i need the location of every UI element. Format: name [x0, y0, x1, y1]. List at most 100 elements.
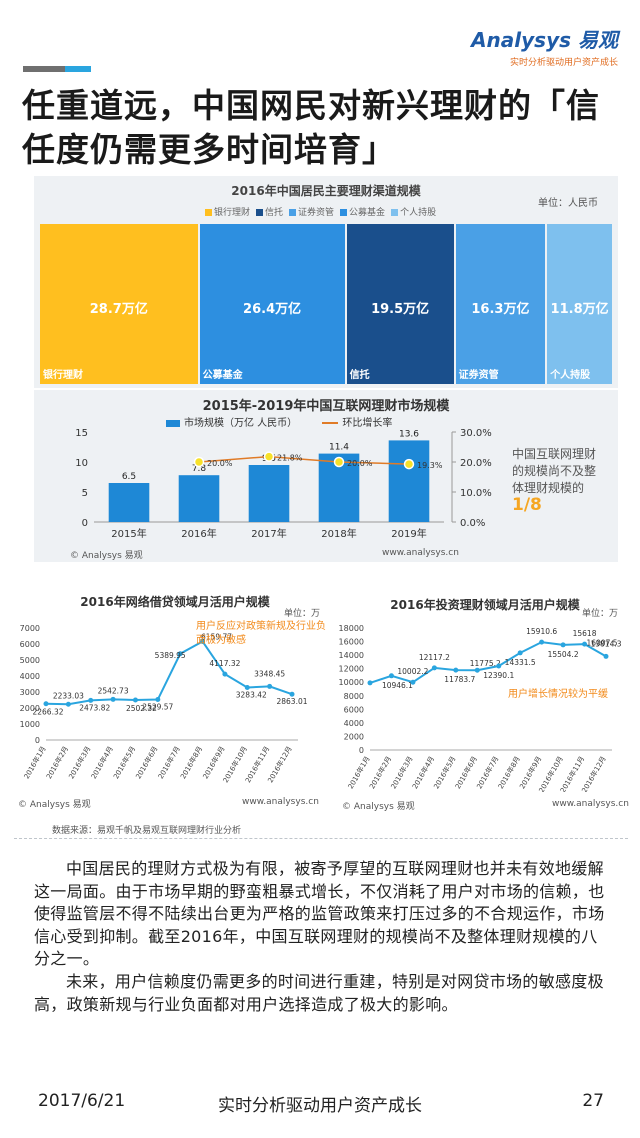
series-point: [289, 691, 295, 697]
chart2-legend: 市场规模（万亿 人民币） 环比增长率: [166, 414, 392, 429]
growth-point: [193, 456, 205, 468]
point-label: 5389.95: [155, 651, 186, 660]
y-left-tick: 10: [75, 458, 88, 469]
treemap-block: 26.4万亿公募基金: [199, 224, 345, 384]
point-label: 2473.82: [79, 703, 110, 712]
chart4-website: www.analysys.cn: [552, 799, 629, 809]
accent-rule-dark: [23, 66, 65, 72]
legend-label: 证券资管: [298, 208, 335, 218]
bar-value-label: 13.6: [399, 429, 419, 439]
legend-swatch: [340, 209, 348, 216]
legend-item: 信托: [256, 205, 283, 218]
point-label: 10946.1: [382, 681, 413, 690]
chart1-title: 2016年中国居民主要理财渠道规模: [231, 184, 421, 198]
treemap-value: 19.5万亿: [371, 302, 430, 317]
y-tick: 4000: [344, 719, 364, 728]
chart1-legend: 银行理财 信托 证券资管 公募基金 个人持股: [205, 205, 442, 218]
point-label: 3283.42: [236, 690, 267, 699]
growth-point: [333, 456, 345, 468]
y-tick: 8000: [344, 692, 364, 701]
series-point: [200, 638, 206, 644]
point-label: 15618: [573, 629, 597, 638]
series-point: [132, 697, 138, 703]
chart3-svg: 010002000300040005000600070002016年1月2016…: [20, 624, 308, 784]
x-tick: 2016年3月: [67, 745, 93, 781]
brand-logo: Analysys 易观 实时分析驱动用户资产成长: [471, 24, 618, 68]
series-point: [517, 650, 523, 656]
chart2-svg: 0 5 10 15 0.0% 10.0% 20.0% 30.0% 6.5 2015年 7.8 2016…: [75, 428, 492, 540]
treemap-label: 银行理财: [43, 370, 83, 381]
treemap-value: 16.3万亿: [471, 302, 530, 317]
bar: [108, 483, 150, 522]
footer-date: 2017/6/21: [38, 1091, 126, 1111]
bar-value-label: 6.5: [122, 472, 136, 482]
y-left-tick: 5: [82, 488, 88, 499]
series-point: [155, 697, 161, 703]
chart3-callout: 用户反应对政策新规及行业负面极为敏感: [196, 621, 326, 646]
y-tick: 4000: [20, 672, 40, 681]
y-tick: 16000: [339, 638, 364, 647]
legend-swatch: [391, 209, 399, 216]
series-point: [388, 673, 394, 679]
point-label: 11775.2: [470, 659, 501, 668]
y-tick: 12000: [339, 665, 364, 674]
body-paragraph-2: 未来，用户信赖度仍需更多的时间进行重建，特别是对网贷市场的敏感度极高，政策新规与…: [34, 971, 604, 1014]
x-tick: 2016年4月: [89, 745, 115, 781]
brand-name: Analysys 易观: [471, 28, 618, 52]
point-label: 2863.01: [276, 697, 307, 706]
chart4-copyright: © Analysys 易观: [342, 802, 415, 812]
treemap-block: 11.8万亿 个人持股: [547, 224, 612, 384]
accent-rule-blue: [65, 66, 91, 72]
treemap-label: 公募基金: [202, 370, 243, 381]
point-label: 4117.32: [209, 659, 240, 668]
series-point: [474, 667, 480, 673]
chart2-copyright: © Analysys 易观: [70, 551, 143, 561]
series-point: [496, 663, 502, 669]
y-tick: 6000: [344, 705, 364, 714]
series-point: [603, 653, 609, 659]
series-point: [177, 651, 183, 657]
chart1-treemap: 28.7万亿 银行理财 26.4万亿 公募基金 19.5万亿 信托 16.3万亿 证券资管 11…: [40, 224, 612, 384]
point-label: 15504.2: [548, 650, 579, 659]
data-source: 数据来源：易观千帆及易观互联网理财行业分析: [52, 826, 242, 836]
treemap-value: 26.4万亿: [243, 302, 302, 317]
growth-point: [263, 451, 275, 462]
chart3-copyright: © Analysys 易观: [18, 800, 91, 810]
series-point: [560, 642, 566, 648]
series-line: [45, 640, 293, 706]
growth-label: 19.3%: [417, 461, 443, 470]
bar: [388, 440, 430, 522]
series-point: [582, 641, 588, 647]
legend-label: 银行理财: [214, 208, 251, 218]
bar: [178, 475, 220, 522]
point-label: 2529.57: [142, 703, 173, 712]
y-tick: 10000: [339, 678, 364, 687]
y-left-tick: 15: [75, 428, 88, 439]
chart3-title: 2016年网络借贷领域月活用户规模: [80, 595, 270, 609]
treemap-label: 个人持股: [550, 370, 591, 381]
series-point: [367, 680, 373, 686]
divider: [14, 838, 628, 839]
treemap-block: 16.3万亿 证券资管: [455, 224, 546, 384]
legend-line-label: 环比增长率: [342, 418, 393, 429]
side-note-highlight: 1/8: [512, 495, 542, 515]
growth-label: 20.0%: [347, 459, 373, 468]
treemap-label: 信托: [349, 370, 370, 381]
legend-swatch: [205, 209, 212, 216]
chart4-title: 2016年投资理财领域月活用户规模: [390, 598, 580, 612]
y-tick: 6000: [20, 640, 40, 649]
chart4-unit: 单位：万: [582, 609, 619, 619]
x-tick: 2016年1月: [22, 745, 48, 781]
x-tick: 2016年7月: [156, 745, 182, 781]
brand-tagline: 实时分析驱动用户资产成长: [509, 58, 618, 68]
y-tick: 7000: [20, 624, 40, 633]
y-tick: 18000: [339, 624, 364, 633]
chart3-unit: 单位：万: [284, 609, 321, 619]
x-tick: 2016年5月: [111, 745, 137, 781]
x-tick: 2016年6月: [134, 745, 160, 781]
x-tick: 2015年: [111, 527, 146, 540]
legend-bar-swatch: [166, 419, 180, 427]
top-accent-rule: [23, 66, 91, 72]
bar-value-label: 11.4: [329, 443, 349, 453]
series-point: [410, 679, 416, 685]
